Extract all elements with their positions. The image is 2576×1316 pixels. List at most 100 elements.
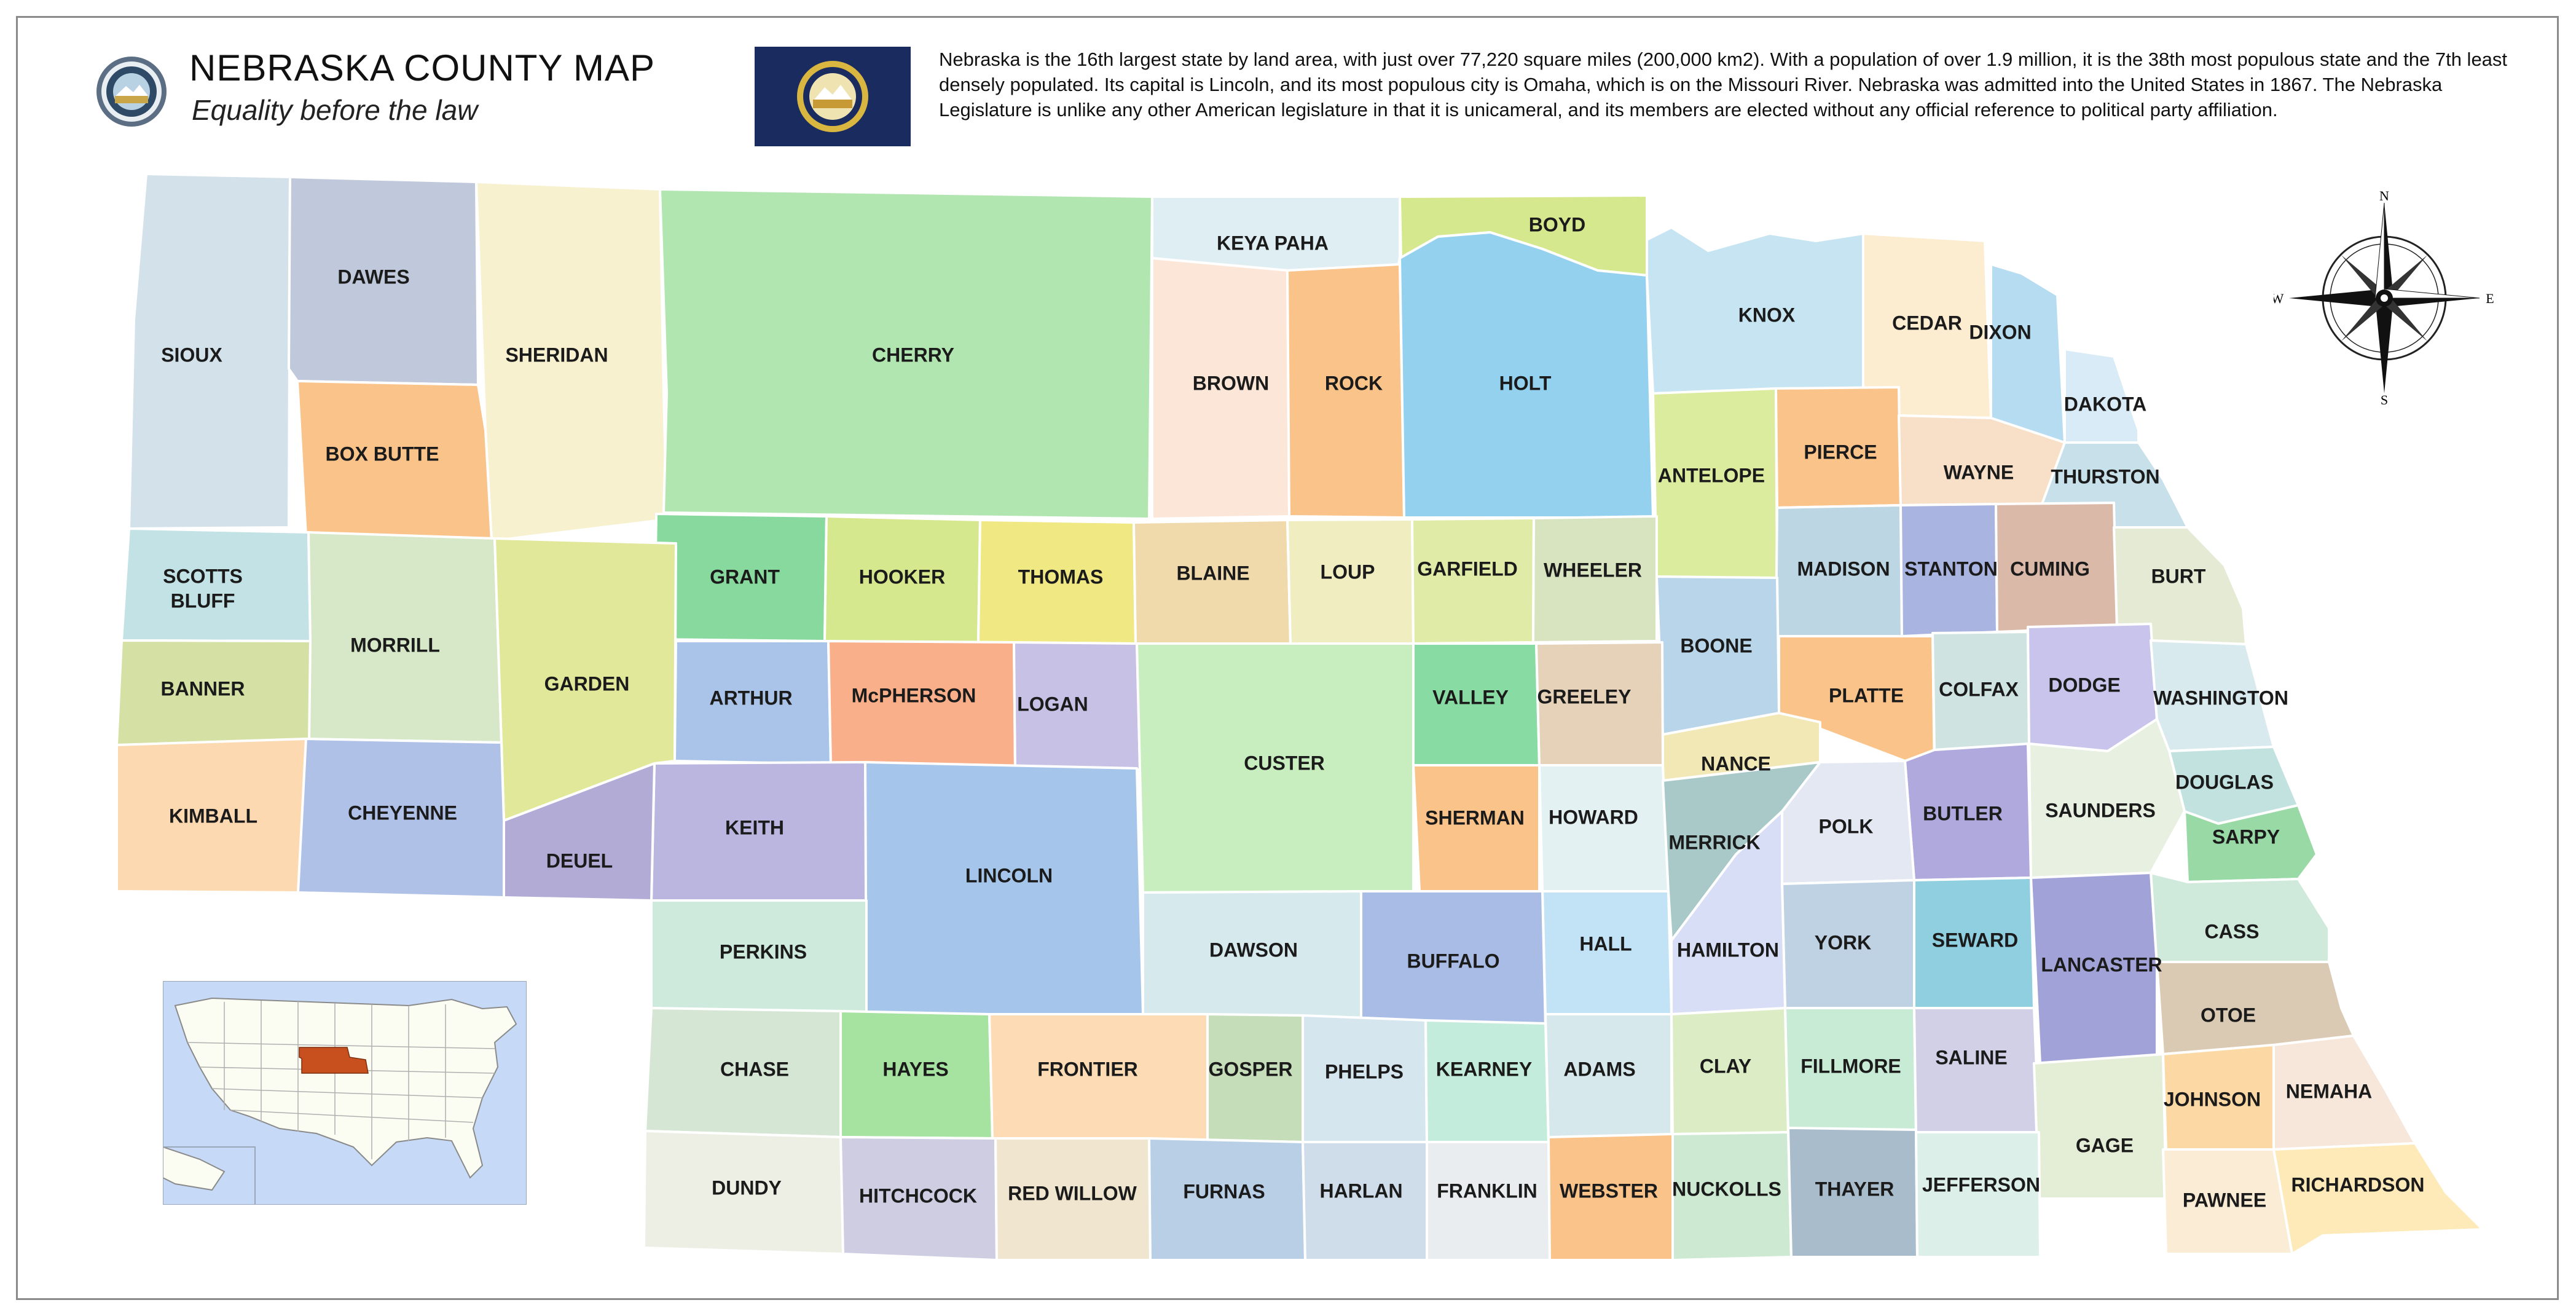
- county-label-stanton: STANTON: [1904, 558, 1998, 580]
- county-label-howard: HOWARD: [1549, 806, 1638, 828]
- county-label-douglas: DOUGLAS: [2175, 771, 2274, 793]
- county-label-dundy: DUNDY: [712, 1176, 782, 1199]
- county-label-dawes: DAWES: [337, 266, 409, 288]
- state-seal-icon: [96, 57, 167, 127]
- county-howard: [1538, 764, 1670, 892]
- county-label-garden: GARDEN: [544, 672, 630, 695]
- county-label-frontier: FRONTIER: [1037, 1058, 1138, 1080]
- county-label-burt: BURT: [2151, 565, 2206, 587]
- county-label-saunders: SAUNDERS: [2045, 799, 2156, 821]
- county-label-valley: VALLEY: [1432, 686, 1509, 708]
- county-label-kearney: KEARNEY: [1436, 1058, 1532, 1080]
- county-label-lancaster: LANCASTER: [2041, 953, 2162, 975]
- county-label-dawson: DAWSON: [1209, 939, 1298, 961]
- county-label-platte: PLATTE: [1829, 684, 1904, 706]
- state-description: Nebraska is the 16th largest state by la…: [939, 49, 2508, 120]
- county-label-grant: GRANT: [710, 565, 780, 588]
- county-label-holt: HOLT: [1499, 372, 1552, 394]
- county-label-cuming: CUMING: [2010, 558, 2090, 580]
- compass-east: E: [2486, 291, 2494, 306]
- county-garfield: [1411, 517, 1535, 645]
- usa-locator-map: [163, 981, 527, 1205]
- county-label-nemaha: NEMAHA: [2286, 1080, 2372, 1102]
- county-label-sioux: SIOUX: [161, 344, 222, 366]
- county-label-adams: ADAMS: [1563, 1058, 1635, 1080]
- county-label-lincoln: LINCOLN: [965, 864, 1053, 886]
- county-dakota: [2064, 348, 2140, 444]
- county-label-franklin: FRANKLIN: [1437, 1180, 1537, 1202]
- county-label-polk: POLK: [1819, 815, 1874, 837]
- county-label-richardson: RICHARDSON: [2291, 1173, 2425, 1196]
- county-label-hayes: HAYES: [882, 1058, 948, 1080]
- county-label-sarpy: SARPY: [2212, 825, 2280, 848]
- compass-rose-icon: N S E W: [2274, 191, 2494, 406]
- county-label-harlan: HARLAN: [1319, 1180, 1402, 1202]
- state-flag-icon: [755, 47, 911, 146]
- county-label-box-butte: BOX BUTTE: [326, 443, 439, 465]
- county-label-boone: BOONE: [1680, 634, 1752, 656]
- county-label-banner: BANNER: [161, 677, 245, 699]
- county-label-kimball: KIMBALL: [169, 805, 257, 827]
- county-label-buffalo: BUFFALO: [1407, 950, 1499, 972]
- county-label-cherry: CHERRY: [872, 344, 954, 366]
- county-label-thurston: THURSTON: [2051, 465, 2159, 487]
- county-label-nance: NANCE: [1701, 752, 1771, 774]
- county-label-brown: BROWN: [1193, 372, 1269, 394]
- county-label-logan: LOGAN: [1017, 693, 1088, 715]
- county-label-merrick: MERRICK: [1668, 831, 1760, 853]
- county-label-jefferson: JEFFERSON: [1922, 1173, 2040, 1196]
- county-jefferson: [1915, 1131, 2041, 1258]
- county-label-nuckolls: NUCKOLLS: [1672, 1178, 1781, 1200]
- county-label-dixon: DIXON: [1969, 321, 2031, 343]
- county-wheeler: [1532, 515, 1658, 644]
- county-label-sherman: SHERMAN: [1425, 806, 1525, 829]
- county-label-boyd: BOYD: [1529, 213, 1585, 235]
- county-label-johnson: JOHNSON: [2164, 1088, 2261, 1110]
- county-label-webster: WEBSTER: [1560, 1180, 1658, 1202]
- county-dixon: [1990, 263, 2066, 444]
- county-cass: [2150, 872, 2330, 966]
- county-cherry: [659, 188, 1153, 520]
- county-labels: SIOUX DAWES SHERIDAN CHERRY KEYA PAHA BOYD BOX…: [161, 213, 2425, 1211]
- county-label-cheyenne: CHEYENNE: [348, 802, 457, 824]
- county-box-butte: [296, 380, 493, 542]
- county-label-butler: BUTLER: [1923, 802, 2003, 824]
- county-label-deuel: DEUEL: [546, 849, 613, 872]
- county-label-hamilton: HAMILTON: [1677, 939, 1779, 961]
- county-label-bluff: BLUFF: [171, 589, 235, 612]
- county-label-morrill: MORRILL: [350, 634, 440, 656]
- county-label-wayne: WAYNE: [1944, 461, 2014, 483]
- county-label-york: YORK: [1815, 931, 1871, 953]
- county-label-cass: CASS: [2205, 920, 2260, 942]
- county-label-gage: GAGE: [2076, 1134, 2134, 1156]
- county-richardson: [2272, 1142, 2484, 1255]
- county-saline: [1913, 1007, 2040, 1133]
- county-label-loup: LOUP: [1321, 561, 1375, 583]
- county-label-colfax: COLFAX: [1939, 678, 2019, 700]
- map-subtitle: Equality before the law: [192, 94, 478, 126]
- county-label-cedar: CEDAR: [1892, 312, 1962, 334]
- highlighted-nebraska: [299, 1047, 369, 1074]
- county-label-chase: CHASE: [720, 1058, 789, 1080]
- county-lancaster: [2030, 872, 2158, 1065]
- county-label-otoe: OTOE: [2201, 1004, 2256, 1026]
- county-label-fillmore: FILLMORE: [1800, 1055, 1901, 1077]
- county-label-greeley: GREELEY: [1537, 685, 1632, 707]
- county-label-red-willow: RED WILLOW: [1008, 1182, 1137, 1204]
- county-label-phelps: PHELPS: [1325, 1060, 1404, 1082]
- county-label-furnas: FURNAS: [1183, 1180, 1265, 1202]
- county-label-dakota: DAKOTA: [2064, 393, 2147, 415]
- compass-south: S: [2381, 392, 2388, 406]
- county-label-wheeler: WHEELER: [1544, 559, 1642, 581]
- county-label-hitchcock: HITCHCOCK: [859, 1184, 977, 1207]
- county-sioux: [128, 173, 291, 530]
- county-gage: [2033, 1053, 2167, 1200]
- county-label-pierce: PIERCE: [1804, 441, 1877, 463]
- county-label-antelope: ANTELOPE: [1658, 464, 1765, 486]
- county-label-keya-paha: KEYA PAHA: [1217, 232, 1329, 254]
- county-label-perkins: PERKINS: [720, 940, 807, 963]
- county-label-thayer: THAYER: [1815, 1178, 1895, 1200]
- county-label-washington: WASHINGTON: [2153, 687, 2288, 709]
- compass-north: N: [2379, 191, 2389, 203]
